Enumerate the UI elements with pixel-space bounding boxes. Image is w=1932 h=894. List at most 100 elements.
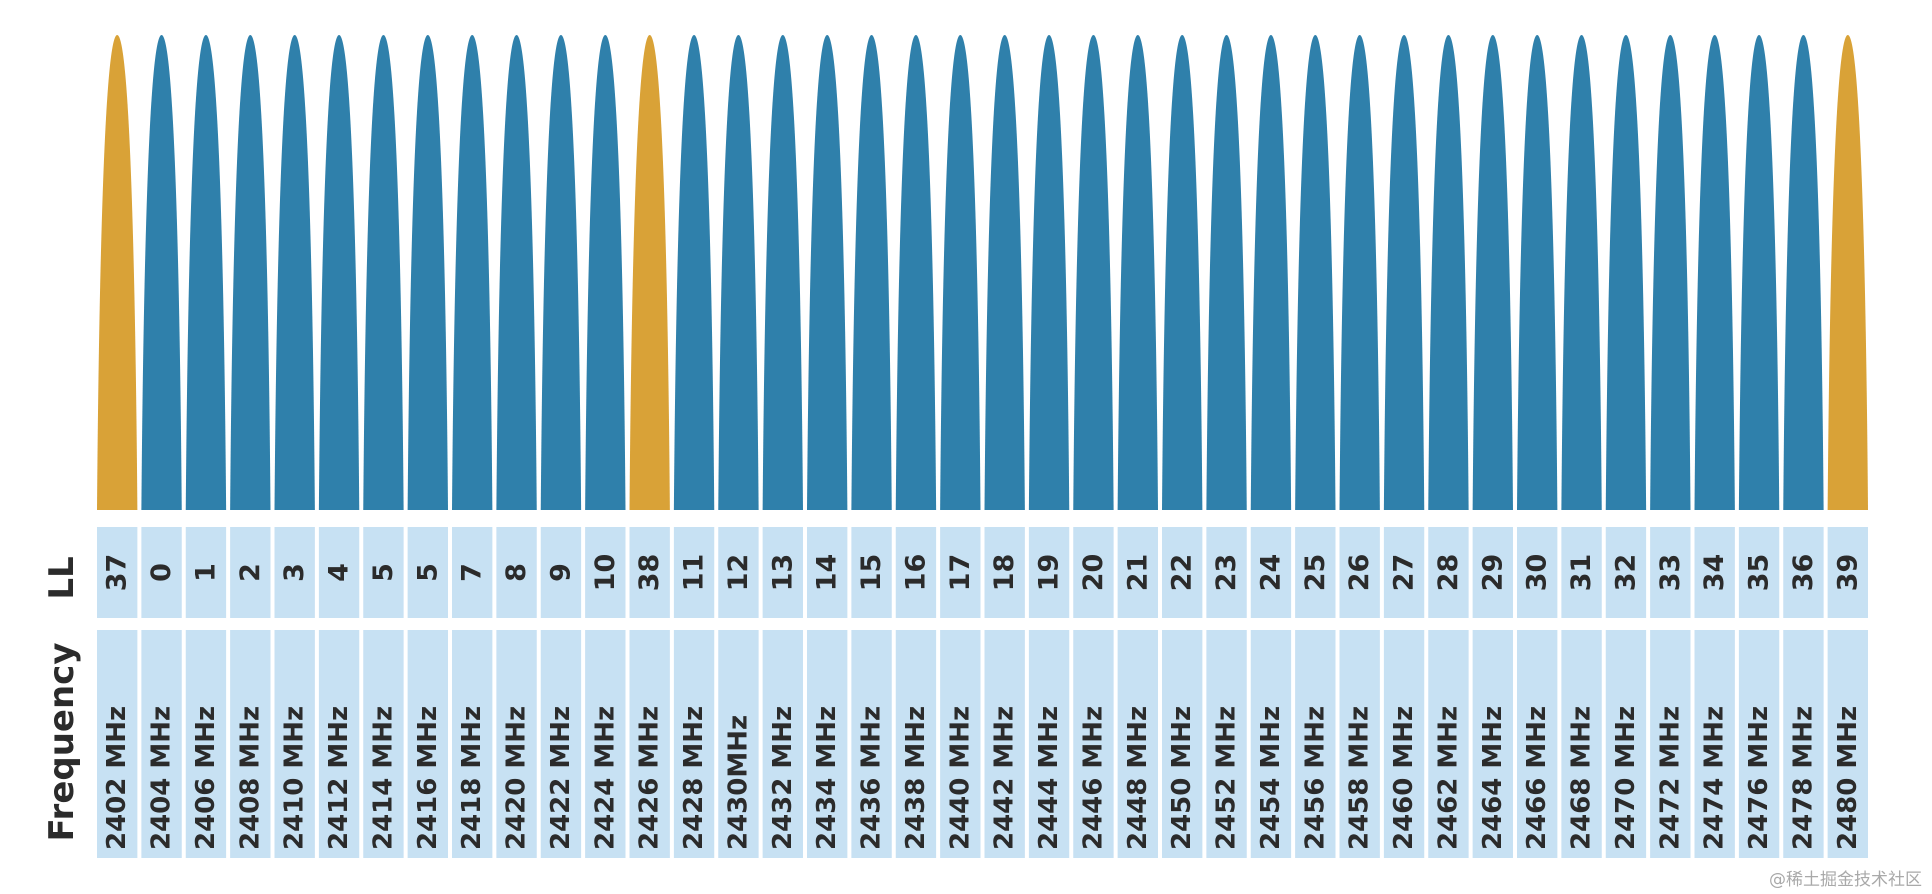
frequency-label: 2402 MHz	[102, 706, 132, 850]
ll-channel-number: 18	[989, 554, 1020, 592]
ll-channel-number: 5	[412, 563, 443, 582]
ll-channel-number: 27	[1389, 554, 1420, 592]
frequency-cell	[141, 630, 182, 858]
frequency-label: 2422 MHz	[546, 706, 576, 850]
frequency-label: 2442 MHz	[990, 706, 1020, 850]
frequency-cell	[1650, 630, 1691, 858]
frequency-cell	[673, 630, 715, 858]
frequency-cell	[851, 630, 892, 858]
ll-cell	[1383, 527, 1425, 618]
data-channel-peak	[718, 35, 759, 510]
frequency-label: 2416 MHz	[413, 706, 443, 850]
frequency-cell	[363, 630, 404, 858]
frequency-label: 2460 MHz	[1389, 706, 1419, 850]
ll-cell	[452, 527, 493, 618]
frequency-cell	[452, 630, 493, 858]
channel-peaks	[97, 35, 1868, 510]
frequency-cell	[1605, 630, 1647, 858]
ll-cell	[851, 527, 892, 618]
ll-channel-number: 22	[1167, 554, 1198, 592]
frequency-cell	[318, 630, 360, 858]
frequency-label: 2448 MHz	[1123, 706, 1153, 850]
ll-channel-number: 12	[723, 554, 754, 592]
ll-cell	[1517, 527, 1558, 618]
ll-cell	[540, 527, 582, 618]
frequency-cell	[407, 630, 448, 858]
ll-row-title: LL	[42, 556, 82, 599]
data-channel-peak	[807, 35, 848, 510]
ll-cell	[718, 527, 759, 618]
ll-cell	[1694, 527, 1735, 618]
frequency-label: 2404 MHz	[147, 706, 177, 850]
ll-channel-number: 23	[1211, 554, 1242, 592]
ll-cell	[762, 527, 803, 618]
data-channel-peak	[318, 35, 360, 510]
frequency-label: 2424 MHz	[590, 706, 620, 850]
frequency-cell	[185, 630, 227, 858]
ll-cell	[1827, 527, 1868, 618]
ll-channel-number: 19	[1034, 554, 1065, 592]
watermark: @稀土掘金技术社区	[1769, 870, 1922, 890]
advertising-channel-peak	[629, 35, 670, 510]
frequency-label: 2426 MHz	[635, 706, 665, 850]
data-channel-peak	[185, 35, 227, 510]
ll-channel-number: 0	[146, 563, 177, 582]
ll-channel-number: 36	[1788, 554, 1819, 592]
frequency-cell	[629, 630, 670, 858]
frequency-label: 2450 MHz	[1167, 706, 1197, 850]
ll-channel-number: 28	[1433, 554, 1464, 592]
frequency-label: 2408 MHz	[235, 706, 265, 850]
ll-cell	[318, 527, 360, 618]
ll-cell	[629, 527, 670, 618]
data-channel-peak	[1605, 35, 1647, 510]
frequency-label: 2480 MHz	[1833, 706, 1863, 850]
ll-channel-number: 30	[1522, 554, 1553, 592]
ll-cell	[1738, 527, 1780, 618]
data-channel-peak	[363, 35, 404, 510]
frequency-cell	[1428, 630, 1469, 858]
ll-cell	[895, 527, 937, 618]
ll-cell	[230, 527, 271, 618]
data-channel-peak	[1339, 35, 1380, 510]
data-channel-peak	[452, 35, 493, 510]
ll-channel-number: 15	[856, 554, 887, 592]
data-channel-peak	[1295, 35, 1336, 510]
frequency-label: 2440 MHz	[945, 706, 975, 850]
ll-channel-number: 13	[767, 554, 798, 592]
frequency-label: 2406 MHz	[191, 706, 221, 850]
ll-cell	[1605, 527, 1647, 618]
frequency-cell	[895, 630, 937, 858]
frequency-label: 2418 MHz	[457, 706, 487, 850]
data-channel-peak	[1250, 35, 1292, 510]
frequency-label: 2466 MHz	[1522, 706, 1552, 850]
ll-channel-number: 17	[945, 554, 976, 592]
data-channel-peak	[1650, 35, 1691, 510]
frequency-cell	[807, 630, 848, 858]
frequency-label: 2454 MHz	[1256, 706, 1286, 850]
frequency-label: 2420 MHz	[502, 706, 532, 850]
data-channel-peak	[230, 35, 271, 510]
data-channel-peak	[762, 35, 803, 510]
data-channel-peak	[1073, 35, 1114, 510]
ll-channel-number: 20	[1078, 554, 1109, 592]
frequency-cell	[540, 630, 582, 858]
frequency-cell	[1738, 630, 1780, 858]
frequency-label: 2474 MHz	[1700, 706, 1730, 850]
frequency-row-title: Frequency	[42, 642, 82, 841]
data-channel-peak	[984, 35, 1025, 510]
ll-channel-number: 7	[457, 563, 488, 582]
frequency-cell	[1028, 630, 1070, 858]
data-channel-peak	[1738, 35, 1780, 510]
advertising-channel-peak	[97, 35, 138, 510]
frequency-cell	[1073, 630, 1114, 858]
data-channel-peak	[585, 35, 626, 510]
data-channel-peak	[1117, 35, 1158, 510]
frequency-cell	[762, 630, 803, 858]
ll-cell	[1028, 527, 1070, 618]
data-channel-peak	[274, 35, 315, 510]
ll-channel-number: 29	[1477, 554, 1508, 592]
frequency-cell	[1117, 630, 1158, 858]
ll-channel-number: 10	[590, 554, 621, 592]
ll-channel-number: 32	[1610, 554, 1641, 592]
